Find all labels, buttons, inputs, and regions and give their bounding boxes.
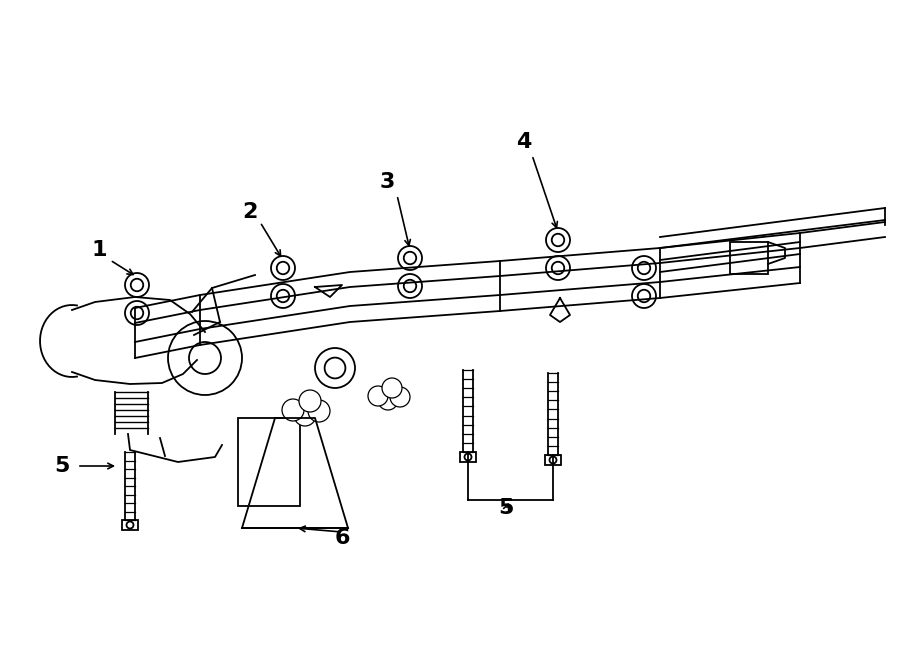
Circle shape [378,390,398,410]
Circle shape [282,399,304,421]
Text: 5: 5 [54,456,69,476]
Circle shape [390,387,410,407]
Bar [545,455,561,465]
Circle shape [294,404,316,426]
Text: 1: 1 [91,240,107,260]
Bar [122,520,138,530]
FancyBboxPatch shape [730,242,768,274]
Text: 5: 5 [499,498,514,518]
Circle shape [382,378,402,398]
Bar [238,418,300,506]
Bar [460,452,476,462]
Text: 6: 6 [334,528,350,548]
Text: 2: 2 [242,202,257,222]
Circle shape [368,386,388,406]
Circle shape [299,390,321,412]
Text: 3: 3 [379,172,395,192]
Text: 4: 4 [517,132,532,152]
Circle shape [308,400,330,422]
